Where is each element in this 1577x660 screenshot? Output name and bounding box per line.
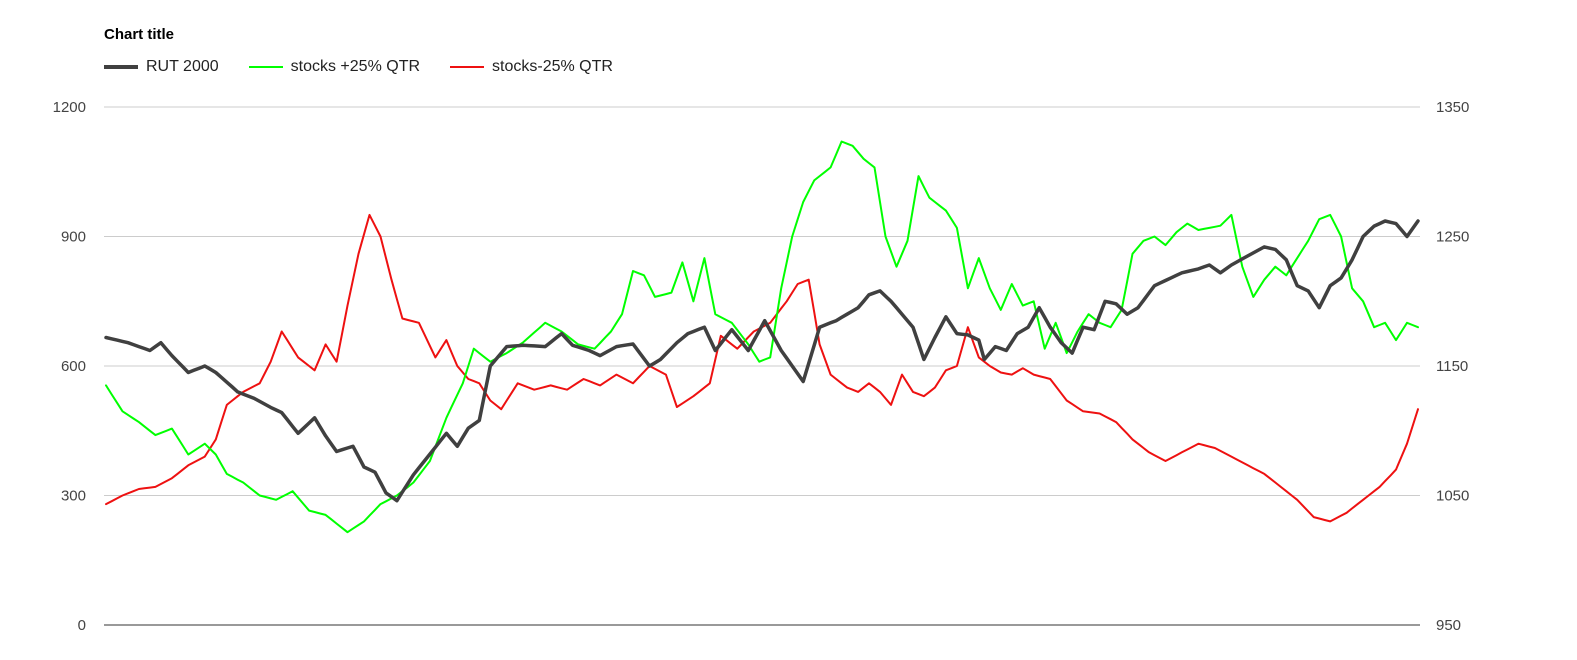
right-axis-ticks: 950 1050 1150 1250 1350: [1436, 99, 1469, 634]
left-tick-label: 1200: [53, 99, 86, 116]
right-tick-label: 1150: [1436, 358, 1468, 375]
legend-swatch-stocks-minus-25: [450, 66, 485, 68]
right-tick-label: 1050: [1436, 488, 1469, 505]
left-tick-label: 600: [61, 358, 86, 375]
gridlines: [104, 106, 1420, 626]
left-tick-label: 0: [78, 617, 86, 634]
legend-label-stocks-minus-25: stocks-25% QTR: [492, 58, 613, 75]
stocks-plus-25-line[interactable]: [105, 140, 1419, 534]
chart-title: Chart title: [104, 26, 175, 43]
right-tick-label: 950: [1436, 617, 1461, 634]
right-tick-label: 1250: [1436, 229, 1469, 246]
legend-label-rut-2000: RUT 2000: [146, 58, 219, 75]
legend-swatch-rut-2000: [104, 65, 138, 69]
legend-item-stocks-minus-25[interactable]: stocks-25% QTR: [450, 58, 613, 76]
series-lines: [104, 140, 1420, 534]
left-axis-ticks: 0 300 600 900 1200: [53, 99, 86, 634]
right-tick-label: 1350: [1436, 99, 1469, 116]
legend-item-stocks-plus-25[interactable]: stocks +25% QTR: [248, 58, 421, 76]
rut-2000-line[interactable]: [104, 219, 1420, 503]
legend-swatch-stocks-plus-25: [248, 66, 283, 68]
legend-label-stocks-plus-25: stocks +25% QTR: [290, 58, 421, 75]
left-tick-label: 300: [61, 488, 86, 505]
stocks-minus-25-line[interactable]: [105, 213, 1419, 523]
left-tick-label: 900: [61, 229, 86, 246]
legend: RUT 2000 stocks +25% QTR stocks-25% QTR: [104, 56, 643, 78]
legend-item-rut-2000[interactable]: RUT 2000: [104, 58, 219, 76]
